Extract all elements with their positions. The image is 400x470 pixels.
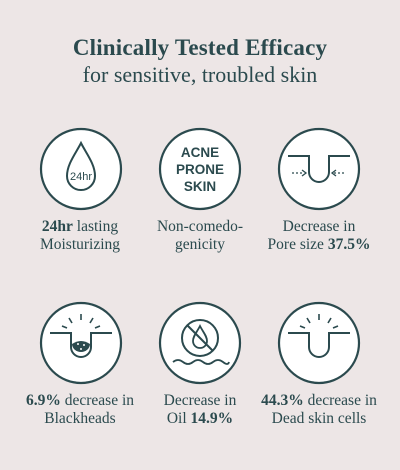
blackhead-icon (38, 300, 124, 386)
acne-prone-skin-icon: ACNE PRONE SKIN (157, 126, 243, 212)
page-title: Clinically Tested Efficacy (72, 35, 328, 60)
no-oil-icon (157, 300, 243, 386)
dead-skin-icon (276, 300, 362, 386)
caption-dead-skin: 44.3% decrease in Dead skin cells (261, 392, 377, 427)
drop-label: 24hr (70, 171, 92, 183)
skin-text: SKIN (184, 179, 216, 194)
page-subtitle: for sensitive, troubled skin (82, 62, 318, 87)
caption-oil: Decrease in Oil 14.9% (163, 392, 237, 427)
acne-text: ACNE (181, 145, 219, 160)
pore-size-icon (276, 126, 362, 212)
prone-text: PRONE (176, 162, 224, 177)
caption-pore-size: Decrease in Pore size 37.5% (267, 218, 371, 253)
caption-noncomedogenic: Non-comedo- genicity (156, 218, 244, 253)
caption-blackheads: 6.9% decrease in Blackheads (25, 392, 135, 427)
caption-moisturizing: 24hr lasting Moisturizing (39, 218, 121, 253)
moisture-drop-icon: 24hr (38, 126, 124, 212)
